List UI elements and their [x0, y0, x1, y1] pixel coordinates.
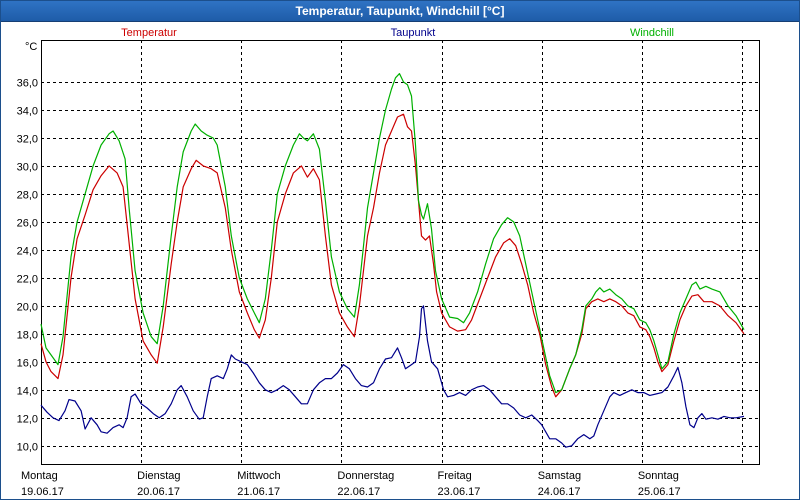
y-tick-label: 18,0	[17, 330, 38, 342]
x-tick-date: 21.06.17	[237, 486, 280, 498]
x-tick-day: Donnerstag	[337, 470, 394, 482]
x-tick-day: Montag	[21, 470, 58, 482]
series-line-windchill	[40, 72, 745, 394]
x-tick-date: 24.06.17	[538, 486, 581, 498]
x-tick-day: Dienstag	[137, 470, 180, 482]
x-axis: Montag 19.06.17 Dienstag 20.06.17 Mittwoch 21…	[21, 470, 681, 498]
chart: °C Temperatur Taupunkt Windchill 10,012,01…	[17, 27, 760, 498]
x-tick-day: Mittwoch	[237, 470, 280, 482]
y-tick-label: 12,0	[17, 414, 38, 426]
series-line-temperatur	[40, 113, 745, 398]
x-tick-date: 25.06.17	[638, 486, 681, 498]
y-axis-label: °C	[25, 41, 37, 53]
x-tick-day: Freitag	[438, 470, 472, 482]
y-tick-label: 32,0	[17, 134, 38, 146]
grid	[41, 40, 759, 464]
series-line-taupunkt	[40, 305, 745, 448]
y-tick-label: 30,0	[17, 162, 38, 174]
x-tick-date: 22.06.17	[337, 486, 380, 498]
plot-area	[41, 40, 760, 465]
x-tick-date: 20.06.17	[137, 486, 180, 498]
y-tick-label: 36,0	[17, 78, 38, 90]
legend: Temperatur Taupunkt Windchill	[121, 27, 674, 39]
legend-temperatur: Temperatur	[121, 27, 177, 39]
y-axis: 10,0 12,0 14,0 16,0 18,0 20,0 22,0 24,0 26,0 28,0…	[17, 78, 38, 454]
y-tick-label: 34,0	[17, 106, 38, 118]
y-tick-label: 20,0	[17, 302, 38, 314]
y-tick-label: 22,0	[17, 274, 38, 286]
legend-windchill: Windchill	[630, 27, 674, 39]
window-title: Temperatur, Taupunkt, Windchill [°C]	[1, 1, 799, 22]
x-tick-day: Sonntag	[638, 470, 679, 482]
y-tick-label: 28,0	[17, 190, 38, 202]
y-tick-label: 10,0	[17, 442, 38, 454]
y-tick-label: 14,0	[17, 386, 38, 398]
x-tick-day: Samstag	[538, 470, 581, 482]
legend-taupunkt: Taupunkt	[391, 27, 436, 39]
y-tick-label: 24,0	[17, 246, 38, 258]
y-tick-label: 16,0	[17, 358, 38, 370]
x-tick-date: 19.06.17	[21, 486, 64, 498]
series-group	[40, 72, 745, 448]
x-tick-date: 23.06.17	[438, 486, 481, 498]
y-tick-label: 26,0	[17, 218, 38, 230]
